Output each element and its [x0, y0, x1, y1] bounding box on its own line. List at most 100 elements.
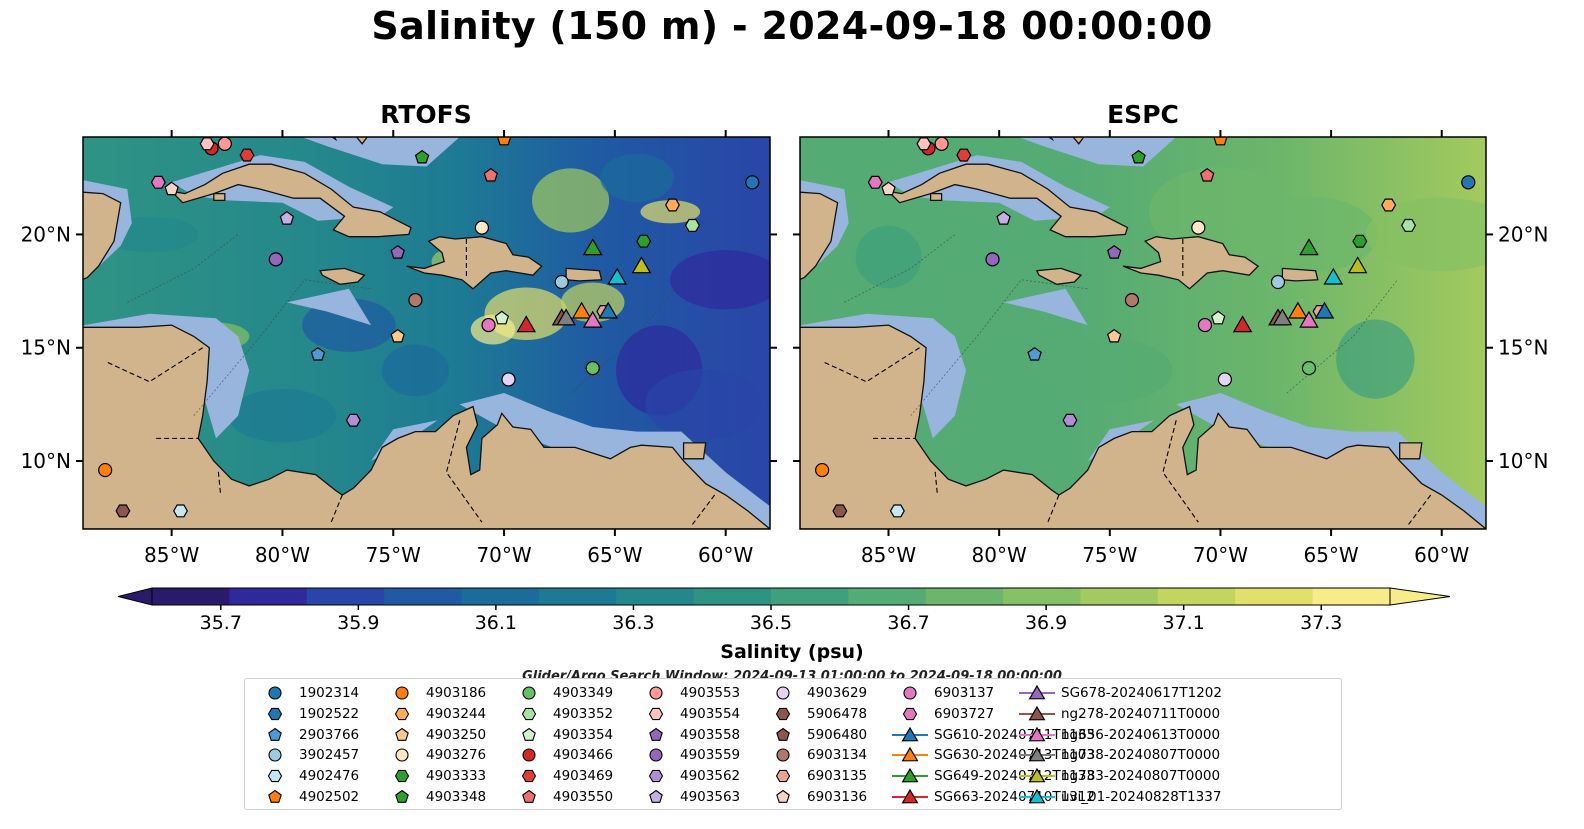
argo-float-4903558 — [390, 244, 405, 259]
land-mainland — [83, 191, 122, 281]
legend-label: 4903559 — [680, 747, 741, 764]
argo-float-4903354 — [494, 310, 510, 325]
legend-marker-pentagon — [522, 727, 536, 741]
argo-float-4903562 — [345, 413, 361, 427]
legend-label: 4903562 — [680, 768, 741, 785]
argo-float-4903563 — [279, 210, 295, 225]
colorbar-tick-label: 37.1 — [1162, 612, 1205, 634]
country-border — [445, 420, 483, 523]
land-andros — [1072, 137, 1085, 145]
argo-float-4903352 — [684, 218, 700, 232]
argo-float-4903276 — [474, 220, 490, 235]
legend-marker-circle — [522, 748, 536, 762]
argo-float-6903727 — [867, 175, 883, 189]
legend-item: 4903466 — [509, 745, 613, 765]
isobath-contour — [910, 279, 1088, 416]
glider-ng656-20240613T0000 — [1299, 310, 1319, 328]
legend-label: 6903135 — [807, 768, 868, 785]
panel-title-rtofs: RTOFS — [380, 100, 472, 129]
legend-item: 4903276 — [382, 745, 486, 765]
legend-item: SG630-20240713T1103 — [890, 745, 1095, 765]
argo-float-4903554 — [199, 137, 215, 151]
legend-marker-circle — [268, 686, 282, 700]
legend-label: 4903469 — [553, 768, 614, 785]
colorbar-tick-label: 36.5 — [749, 612, 793, 634]
legend-item: 4902476 — [255, 766, 359, 786]
country-border — [330, 494, 343, 523]
land-central — [83, 324, 770, 529]
argo-float-2903766 — [1027, 346, 1042, 361]
panel-title-espc: ESPC — [1107, 100, 1179, 129]
salinity-eddy — [381, 344, 450, 397]
shelf-area — [1003, 288, 1088, 326]
colorbar-segment — [925, 588, 1004, 605]
legend-label: 3902457 — [299, 747, 360, 764]
land-florida — [238, 101, 282, 117]
legend-item: 4903563 — [636, 787, 740, 807]
glider-ng783-20240807T0000 — [631, 256, 652, 274]
map-frame — [799, 136, 1487, 530]
colorbar-segment — [461, 588, 540, 605]
colorbar-segment — [384, 588, 462, 605]
salinity-eddy — [302, 298, 396, 352]
glider-SG663-20240710T1312 — [516, 315, 537, 333]
country-border — [217, 470, 221, 493]
legend-marker-circle — [395, 748, 409, 762]
country-border — [1408, 494, 1432, 525]
land-florida — [955, 101, 999, 117]
legend-item: ng656-20240613T0000 — [1017, 725, 1220, 745]
land-andros — [355, 137, 369, 145]
argo-float-6903134 — [1124, 293, 1140, 308]
glider-uvi_01-20240828T1337 — [607, 267, 627, 285]
isobath-contour — [127, 234, 239, 303]
argo-float-4903629 — [1217, 372, 1232, 387]
salinity-eddy — [855, 225, 922, 289]
argo-float-4902476 — [889, 504, 905, 518]
shelf-area — [286, 288, 372, 326]
salinity-eddy — [645, 368, 762, 440]
colorbar-segment — [771, 588, 849, 605]
legend-label: 4903354 — [553, 726, 614, 743]
legend-label: 5906480 — [807, 726, 868, 743]
legend-marker-circle — [268, 748, 282, 762]
legend-marker-triangle — [1019, 788, 1055, 804]
argo-float-4902476 — [173, 504, 188, 518]
argo-float-4903629 — [501, 372, 516, 387]
legend-label: 1902314 — [299, 685, 360, 701]
land-hispaniola — [1122, 236, 1260, 290]
argo-float-4903348 — [1131, 149, 1146, 164]
glider-SG630-20240713T1103 — [571, 301, 592, 319]
map-panel-rtofs: 85°W 80°W 75°W 70°W 65°W 60°W 20°N 15°N 10°N — [21, 101, 777, 567]
legend-label: 4903629 — [807, 685, 868, 701]
legend-marker-triangle — [892, 747, 928, 762]
map-panel-espc: 85°W 80°W 75°W 70°W 65°W 60°W 20°N 15°N 10°N — [793, 101, 1548, 567]
lon-tick-label: 80°W — [255, 543, 310, 567]
legend-label: 4903553 — [680, 685, 741, 701]
colorbar-segment — [848, 588, 927, 605]
argo-float-4903559 — [985, 252, 1000, 267]
legend-marker-pentagon — [776, 727, 790, 741]
argo-float-6903136 — [164, 181, 179, 196]
land-cuba — [886, 163, 1129, 238]
argo-float-4903352 — [1401, 218, 1417, 232]
legend: 1902314 1902522 2903766 3902457 4902476 49025… — [244, 678, 1342, 810]
legend-marker-circle — [903, 686, 917, 700]
colorbar-segment — [538, 588, 617, 605]
land-jamaica — [1035, 267, 1083, 285]
lon-tick-label: 60°W — [1414, 543, 1469, 567]
legend-label: uvi_01-20240828T1337 — [1061, 789, 1222, 805]
argo-float-6903137 — [481, 317, 496, 333]
legend-item: 4903554 — [636, 704, 740, 724]
colorbar-segment — [693, 588, 772, 605]
argo-float-4903186 — [98, 462, 113, 478]
legend-item: 4903629 — [763, 683, 867, 703]
legend-marker-hexagon — [902, 707, 918, 720]
lon-tick-label: 65°W — [1303, 543, 1358, 567]
legend-marker-hexagon — [267, 770, 283, 783]
land-jamaica — [319, 267, 366, 285]
argo-float-1902314 — [1461, 175, 1476, 190]
legend-label: 4902476 — [299, 768, 360, 785]
argo-float-4903244 — [1381, 198, 1397, 212]
argo-float-4903348 — [414, 149, 430, 164]
colorbar-segment — [1003, 588, 1081, 605]
